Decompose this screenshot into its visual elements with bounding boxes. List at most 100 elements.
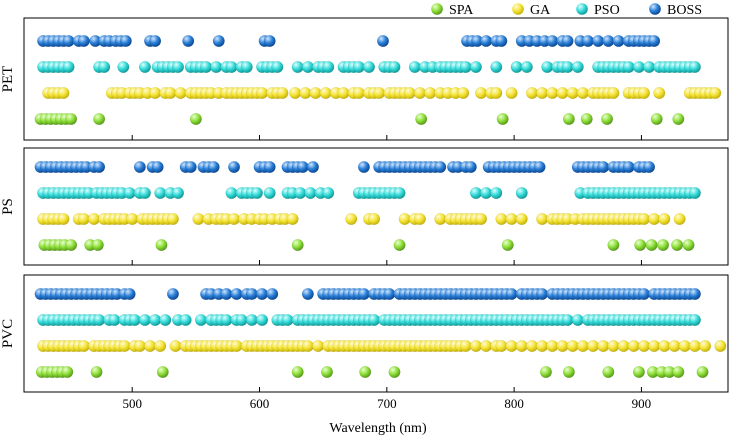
data-point <box>688 340 701 353</box>
x-axis-label: Wavelength (nm) <box>329 421 427 436</box>
legend-marker <box>649 3 661 15</box>
data-point <box>459 340 472 353</box>
data-point <box>294 186 307 199</box>
data-point <box>650 112 663 125</box>
data-point <box>320 366 333 379</box>
data-point <box>648 212 661 225</box>
data-point <box>632 61 645 74</box>
series-spa <box>38 238 695 251</box>
legend-item-boss: BOSS <box>649 3 702 18</box>
data-point <box>634 238 647 251</box>
data-point <box>220 314 233 327</box>
data-point <box>408 61 421 74</box>
data-point <box>77 35 90 48</box>
data-point <box>413 86 426 99</box>
data-point <box>393 238 406 251</box>
data-point <box>220 288 233 301</box>
data-point <box>98 61 111 74</box>
series-pso <box>37 61 701 74</box>
tick-label: 900 <box>632 396 652 411</box>
series-boss <box>37 35 661 48</box>
data-point <box>536 86 549 99</box>
series-boss <box>34 160 656 173</box>
data-point <box>561 314 574 327</box>
data-point <box>533 160 546 173</box>
panel-frame <box>23 17 729 141</box>
data-point <box>403 86 416 99</box>
data-point <box>696 366 709 379</box>
data-point <box>678 340 691 353</box>
data-point <box>245 314 258 327</box>
data-point <box>388 366 401 379</box>
legend-item-pso: PSO <box>576 3 620 18</box>
data-point <box>607 238 620 251</box>
data-point <box>566 86 579 99</box>
data-point <box>505 86 518 99</box>
data-point <box>154 186 167 199</box>
data-point <box>256 314 269 327</box>
data-point <box>490 186 503 199</box>
data-point <box>301 340 314 353</box>
data-point <box>149 86 162 99</box>
data-point <box>637 86 650 99</box>
data-point <box>490 86 503 99</box>
data-point <box>434 160 447 173</box>
data-point <box>413 212 426 225</box>
data-point <box>169 340 182 353</box>
data-point <box>192 212 205 225</box>
data-point <box>617 340 630 353</box>
data-point <box>65 112 78 125</box>
data-point <box>225 61 238 74</box>
data-point <box>230 288 243 301</box>
series-ga <box>37 212 686 225</box>
legend-label: GA <box>530 3 551 18</box>
data-point <box>546 35 559 48</box>
data-point <box>93 160 106 173</box>
data-point <box>377 35 390 48</box>
data-point <box>57 86 70 99</box>
data-point <box>627 340 640 353</box>
data-point <box>424 86 437 99</box>
data-point <box>480 340 493 353</box>
data-point <box>266 288 279 301</box>
data-point <box>357 288 370 301</box>
data-point <box>319 86 332 99</box>
tick-label: 600 <box>250 396 270 411</box>
data-point <box>108 314 121 327</box>
data-point <box>90 366 103 379</box>
data-point <box>61 366 74 379</box>
data-point <box>291 61 304 74</box>
data-point <box>359 366 372 379</box>
data-point <box>322 61 335 74</box>
data-point <box>602 366 615 379</box>
data-point <box>592 35 605 48</box>
data-point <box>653 86 666 99</box>
data-point <box>159 314 172 327</box>
panel-label: PET <box>0 66 16 93</box>
data-point <box>709 86 722 99</box>
data-point <box>322 186 335 199</box>
panel-label: PVC <box>0 319 16 348</box>
data-point <box>601 112 614 125</box>
data-point <box>77 212 90 225</box>
data-point <box>480 35 493 48</box>
data-point <box>263 35 276 48</box>
data-point <box>688 288 701 301</box>
data-point <box>556 86 569 99</box>
data-point <box>207 160 220 173</box>
tick-label: 700 <box>377 396 397 411</box>
data-point <box>648 35 661 48</box>
data-point <box>632 366 645 379</box>
data-point <box>496 112 509 125</box>
data-point <box>515 212 528 225</box>
data-point <box>622 61 635 74</box>
data-point <box>179 314 192 327</box>
data-point <box>475 212 488 225</box>
data-point <box>286 212 299 225</box>
data-point <box>212 35 225 48</box>
data-point <box>182 35 195 48</box>
data-point <box>501 238 514 251</box>
data-point <box>154 340 167 353</box>
legend-item-ga: GA <box>512 3 551 18</box>
